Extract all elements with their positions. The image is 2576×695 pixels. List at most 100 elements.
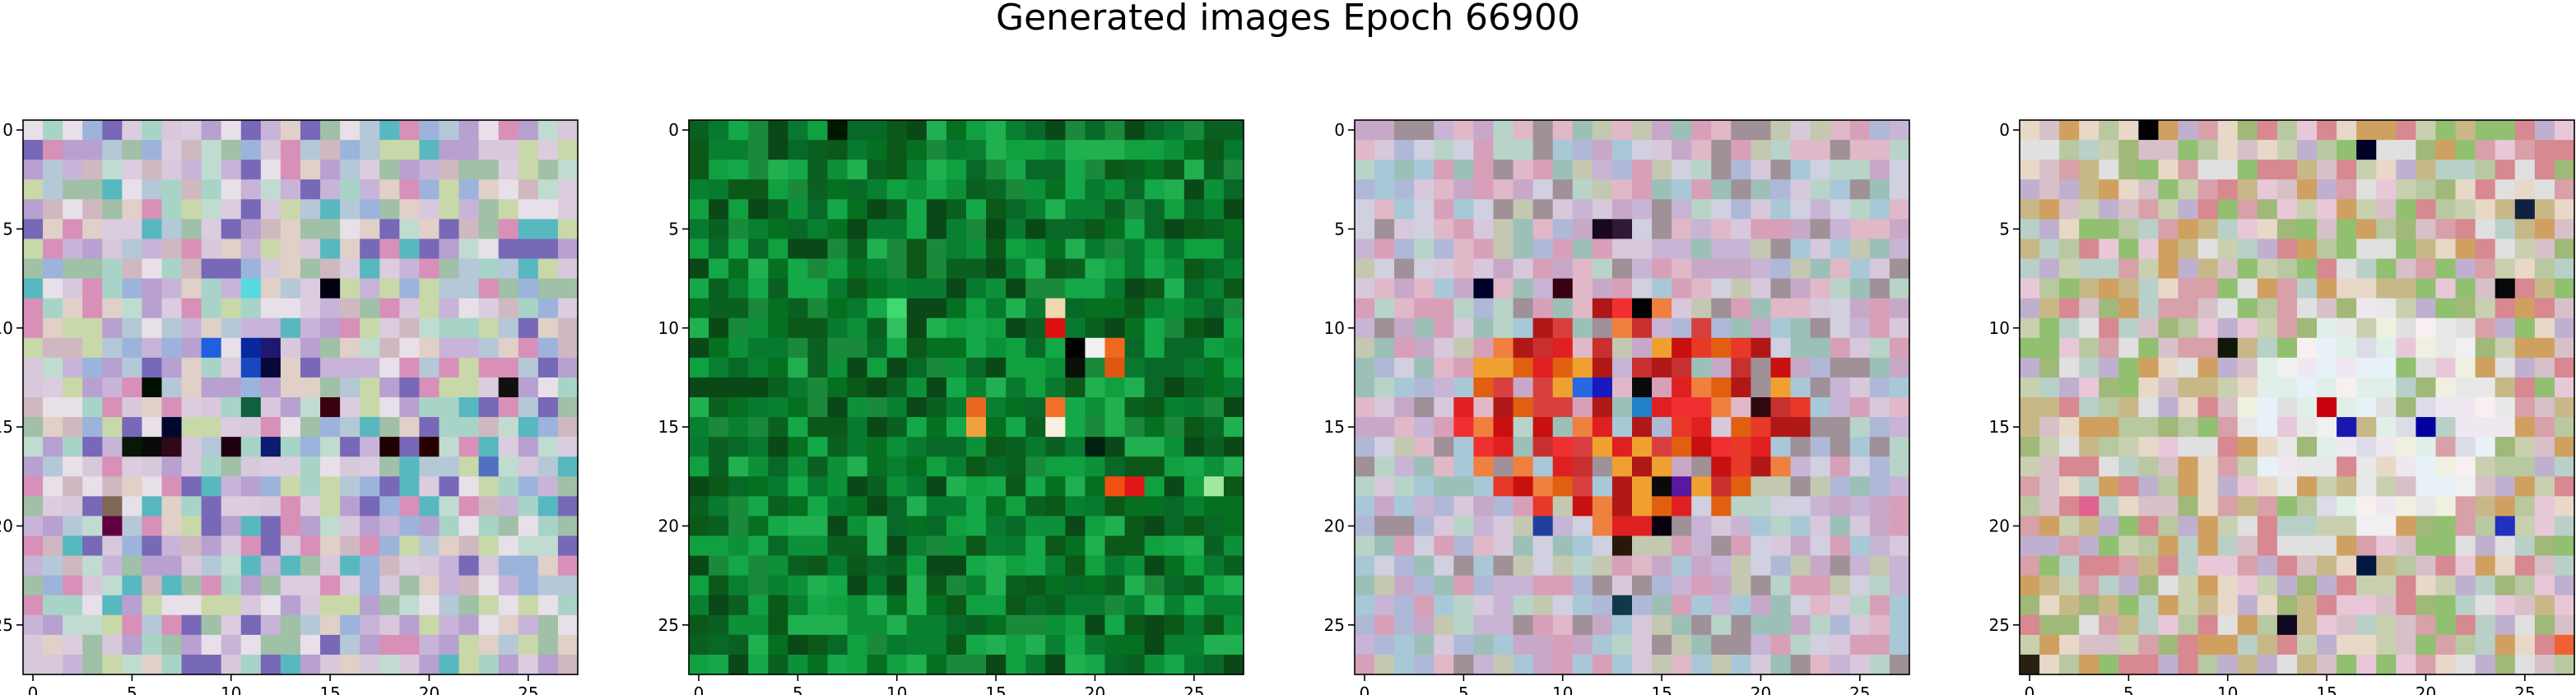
x-tick-label: 0 [1360,683,1370,695]
pixel [2317,575,2337,596]
pixel [82,575,103,596]
pixel [1414,160,1434,180]
pixel [1611,120,1633,141]
pixel [1394,417,1415,438]
pixel [2514,179,2536,200]
pixel [2554,614,2575,636]
y-tick-label: 15 [1989,417,2010,437]
pixel [1144,219,1165,240]
pixel [300,160,321,180]
pixel [788,496,809,517]
pixel [1104,140,1126,160]
pixel [2416,397,2437,418]
pixel [2455,437,2476,457]
pixel [2356,120,2377,141]
pixel [1394,456,1415,477]
pixel [709,417,729,438]
pixel [260,120,281,141]
pixel [1355,298,1375,319]
pixel [1355,595,1375,616]
pixel [906,456,928,477]
pixel [399,614,421,636]
pixel [1025,595,1046,616]
pixel [709,140,729,160]
pixel [2257,317,2278,339]
pixel [2337,199,2357,220]
pixel [1045,535,1066,557]
pixel [439,654,460,675]
pixel [1394,634,1415,656]
pixel [1810,278,1831,299]
pixel [886,634,908,656]
pixel [280,258,301,280]
pixel [518,199,539,220]
pixel [221,555,242,577]
pixel [122,555,143,577]
pixel [2099,199,2119,220]
pixel [807,317,829,339]
pixel [1731,417,1752,438]
pixel [1183,654,1205,675]
pixel [43,614,63,636]
x-tick-label: 15 [319,683,340,695]
pixel [2495,555,2516,577]
pixel [2178,437,2199,457]
pixel [2554,516,2575,537]
pixel [2534,496,2555,517]
pixel [1355,614,1375,636]
pixel [2138,377,2160,398]
pixel [280,437,301,457]
pixel [1731,555,1752,577]
pixel [926,298,947,319]
pixel [2059,160,2080,180]
pixel [1731,219,1752,240]
pixel [1414,219,1434,240]
axes-frame [1354,119,1910,675]
pixel [788,417,809,438]
pixel [847,179,868,200]
pixel [1223,337,1244,359]
pixel [807,140,829,160]
pixel [2276,317,2298,339]
pixel [906,516,928,537]
pixel [2337,377,2357,398]
pixel [2475,555,2496,577]
pixel [122,337,143,359]
pixel [122,476,143,497]
pixel [2079,219,2099,240]
pixel [221,357,242,378]
pixel [946,496,967,517]
pixel [1223,298,1244,319]
pixel [1183,417,1205,438]
pixel [1203,634,1225,656]
pixel [906,239,928,260]
pixel [2435,417,2457,438]
pixel [2079,595,2099,616]
pixel [1223,555,1244,577]
pixel [181,317,202,339]
pixel [728,476,749,497]
pixel [43,397,63,418]
pixel [161,140,183,160]
pixel [1183,496,1205,517]
pixel [1414,258,1434,280]
pixel [1045,456,1066,477]
pixel [788,476,809,497]
pixel [1532,160,1554,180]
pixel [518,496,539,517]
pixel [518,357,539,378]
pixel [1632,160,1653,180]
pixel [2059,535,2080,557]
pixel [1572,239,1593,260]
pixel [1691,140,1712,160]
pixel [1652,357,1672,378]
pixel [1691,634,1712,656]
pixel [1611,298,1633,319]
pixel [1751,160,1772,180]
pixel [260,496,281,517]
pixel [1203,160,1225,180]
pixel [300,337,321,359]
pixel [419,555,440,577]
pixel [1691,417,1712,438]
